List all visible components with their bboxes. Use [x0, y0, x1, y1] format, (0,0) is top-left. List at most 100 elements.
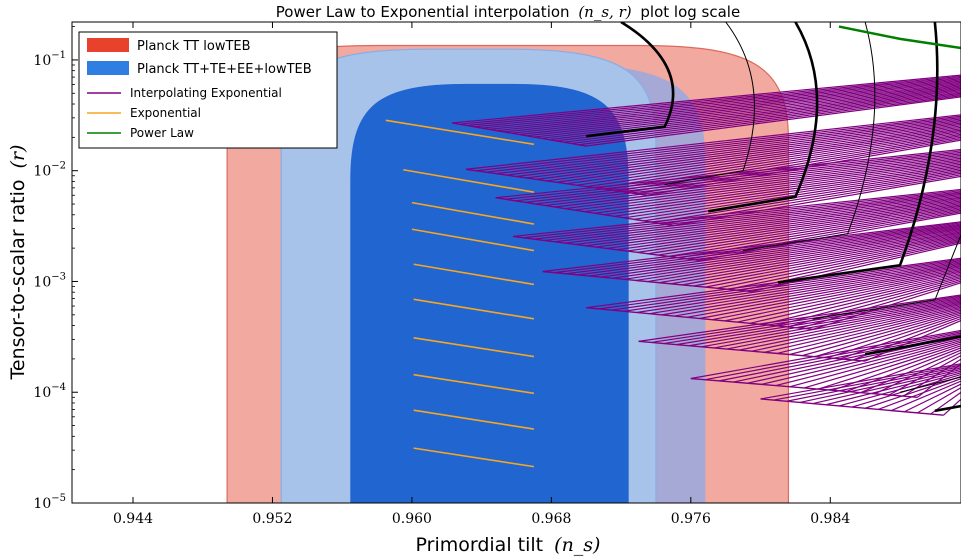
black-curve-2 — [664, 22, 755, 186]
interp-line — [635, 230, 961, 282]
interp-line — [554, 193, 961, 243]
interp-line — [733, 333, 961, 383]
exponential-segment-5 — [413, 263, 535, 286]
interp-line — [512, 188, 961, 238]
interp-line — [612, 227, 961, 279]
x-tick-label: 0.952 — [252, 511, 292, 527]
exponential-layer — [385, 119, 535, 468]
interp-fan-4 — [512, 188, 961, 262]
interp-edge — [451, 122, 587, 147]
interp-line — [775, 338, 961, 387]
exponential-segment-9 — [413, 409, 535, 430]
interp-line — [799, 367, 961, 404]
y-axis-title: Tensor-to-scalar ratio (r) — [7, 145, 29, 381]
interp-line — [789, 339, 961, 388]
interp-line — [776, 308, 961, 355]
legend-label: Power Law — [130, 126, 194, 140]
y-tick-label: 10−5 — [33, 493, 66, 512]
interp-line — [459, 75, 961, 125]
interp-line — [604, 165, 961, 216]
interp-line — [533, 87, 961, 138]
interpolating-exponential-layer — [451, 74, 961, 416]
interp-line — [802, 310, 961, 357]
interp-line — [633, 169, 961, 220]
interp-line — [726, 302, 961, 350]
interp-line — [814, 312, 961, 358]
interp-line — [584, 162, 961, 213]
y-tick-label: 10−3 — [33, 271, 66, 290]
interp-line — [506, 119, 961, 176]
black-curve-1 — [586, 22, 675, 138]
interp-line — [533, 191, 961, 240]
interp-line — [505, 150, 961, 200]
interp-line — [489, 80, 961, 130]
interp-line — [535, 154, 961, 205]
interp-line — [704, 331, 961, 381]
interp-line — [636, 262, 961, 314]
interp-edge — [495, 197, 674, 227]
black-curves-layer — [586, 22, 961, 413]
interp-line — [585, 197, 961, 247]
interp-line — [576, 129, 961, 186]
interp-line — [451, 74, 961, 124]
interp-line — [663, 296, 961, 345]
interp-line — [676, 297, 961, 346]
interp-line — [860, 349, 961, 394]
interp-fan-5 — [542, 221, 961, 293]
interp-line — [728, 239, 961, 290]
interp-line — [643, 171, 961, 222]
interp-line — [481, 79, 961, 129]
legend-item-5: Power Law — [87, 126, 194, 140]
interp-line — [647, 231, 961, 283]
interp-line — [554, 157, 961, 208]
black-curve-4 — [743, 22, 876, 252]
black-curve-5 — [777, 22, 939, 284]
interp-line — [647, 205, 961, 255]
interp-line — [762, 275, 961, 326]
interp-line — [586, 96, 961, 147]
interp-line — [589, 225, 961, 277]
interp-line — [705, 237, 961, 288]
interp-line — [649, 263, 961, 315]
interp-line — [571, 93, 961, 145]
interp-line — [542, 221, 961, 273]
x-tick-label: 0.984 — [810, 511, 850, 527]
interp-line — [623, 229, 961, 280]
plot-frame — [71, 21, 961, 504]
x-tick-label: 0.968 — [531, 511, 571, 527]
interp-line — [544, 192, 961, 242]
interp-line — [496, 118, 961, 175]
interp-line — [465, 114, 961, 170]
interp-edge — [690, 377, 918, 398]
interp-line — [719, 332, 961, 382]
interp-line — [789, 309, 961, 356]
legend-swatch — [87, 61, 129, 75]
interp-line — [773, 364, 961, 401]
interp-line — [712, 270, 961, 321]
y-tick-label: 10−4 — [33, 382, 66, 401]
legend-item-3: Interpolating Exponential — [87, 86, 282, 100]
black-curve-8 — [899, 376, 961, 393]
interp-line — [623, 168, 961, 219]
interp-edge — [638, 340, 866, 362]
black-curve-9 — [934, 404, 961, 413]
contour-4 — [350, 83, 629, 503]
interp-line — [877, 378, 961, 410]
interp-line — [803, 341, 961, 389]
power-law-layer — [838, 25, 961, 50]
y-tick-label: 10−1 — [33, 50, 66, 69]
exponential-segment-6 — [413, 298, 535, 320]
interp-line — [670, 233, 961, 285]
x-tick-label: 0.944 — [113, 511, 153, 527]
interp-line — [486, 117, 961, 173]
interp-line — [751, 305, 961, 352]
interp-line — [515, 151, 961, 202]
x-axis-title-math: (n_s) — [554, 534, 600, 556]
black-curve-6 — [812, 233, 961, 320]
chart-title-suffix: plot log scale — [640, 3, 740, 21]
interp-fan-3 — [495, 148, 961, 227]
y-tick-label: 10−2 — [33, 161, 66, 180]
interp-line — [496, 81, 961, 132]
interp-line — [891, 380, 961, 412]
